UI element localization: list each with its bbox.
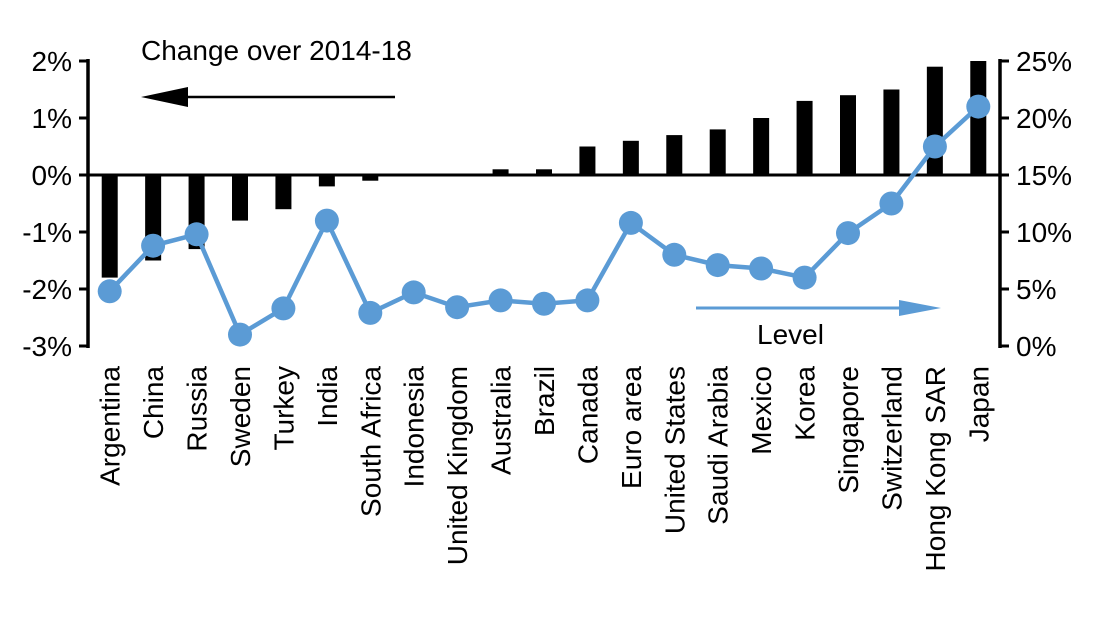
level-dot-turkey [271, 296, 296, 321]
level-dot-india [314, 208, 339, 233]
level-dot-singapore [836, 221, 860, 246]
bar-mexico [753, 118, 770, 175]
category-label-russia: Russia [182, 366, 213, 452]
level-dot-united-states [662, 242, 687, 267]
category-label-india: India [312, 366, 343, 427]
category-label-turkey: Turkey [268, 366, 299, 451]
left-axis-tick-label: 2% [32, 46, 72, 77]
level-dot-south-africa [358, 300, 383, 325]
bar-korea [796, 100, 813, 175]
category-label-japan: Japan [963, 366, 994, 442]
level-dot-brazil [532, 291, 556, 316]
category-label-saudi-arabia: Saudi Arabia [703, 366, 734, 525]
right-axis-tick-label: 0% [1016, 331, 1056, 362]
bar-canada [579, 146, 596, 175]
right-axis-tick-label: 10% [1016, 217, 1072, 248]
bar-australia [492, 169, 509, 175]
level-arrow-head [899, 300, 941, 316]
bar-india [318, 175, 335, 187]
category-label-south-africa: South Africa [355, 366, 386, 517]
category-label-china: China [138, 366, 169, 440]
category-label-united-kingdom: United Kingdom [442, 366, 473, 565]
bar-euro-area [622, 140, 639, 175]
left-axis-tick-label: -2% [22, 274, 72, 305]
level-dot-russia [184, 222, 209, 247]
level-dot-indonesia [401, 280, 426, 305]
category-label-korea: Korea [790, 366, 821, 441]
bar-south-africa [362, 175, 379, 181]
bar-switzerland [883, 89, 900, 175]
level-dot-switzerland [879, 191, 904, 216]
category-label-sweden: Sweden [225, 366, 256, 467]
bar-united-states [666, 135, 683, 175]
bar-hong-kong-sar [926, 66, 943, 175]
level-dot-united-kingdom [445, 295, 470, 320]
left-axis-tick-label: -3% [22, 331, 72, 362]
right-axis-tick-label: 5% [1016, 274, 1056, 305]
level-dot-japan [966, 94, 991, 119]
level-dot-hong-kong-sar [922, 134, 947, 159]
right-axis-tick-label: 25% [1016, 46, 1072, 77]
bar-argentina [101, 175, 118, 278]
level-dot-china [141, 233, 166, 258]
bar-sweden [232, 175, 248, 221]
bar-saudi-arabia [709, 129, 726, 175]
left-axis-tick-label: 0% [32, 160, 72, 191]
category-label-argentina: Argentina [95, 366, 126, 486]
category-label-united-states: United States [659, 366, 690, 534]
left-axis-tick-label: 1% [32, 103, 72, 134]
level-dot-euro-area [618, 210, 643, 235]
bars-series-annotation: Change over 2014-18 [141, 35, 412, 66]
line-series-annotation: Level [757, 319, 824, 350]
level-dot-saudi-arabia [705, 253, 730, 278]
category-label-mexico: Mexico [746, 366, 777, 455]
level-dot-canada [575, 288, 600, 313]
right-axis-tick-label: 20% [1016, 103, 1072, 134]
category-label-hong-kong-sar: Hong Kong SAR [920, 366, 951, 571]
category-label-brazil: Brazil [529, 366, 560, 436]
level-dot-korea [792, 265, 817, 290]
bar-brazil [536, 169, 552, 175]
bar-singapore [840, 95, 856, 175]
right-axis-tick-label: 15% [1016, 160, 1072, 191]
category-label-australia: Australia [486, 366, 517, 475]
category-label-canada: Canada [572, 366, 603, 465]
bar-turkey [275, 175, 292, 210]
category-label-euro-area: Euro area [616, 366, 647, 489]
category-label-indonesia: Indonesia [399, 366, 430, 488]
level-dot-sweden [228, 322, 252, 347]
level-dot-australia [488, 288, 513, 313]
category-label-switzerland: Switzerland [876, 366, 907, 511]
level-dot-argentina [97, 279, 122, 304]
left-axis-tick-label: -1% [22, 217, 72, 248]
level-dot-mexico [749, 256, 774, 281]
category-label-singapore: Singapore [833, 366, 864, 494]
bars-arrow-head [141, 87, 188, 107]
